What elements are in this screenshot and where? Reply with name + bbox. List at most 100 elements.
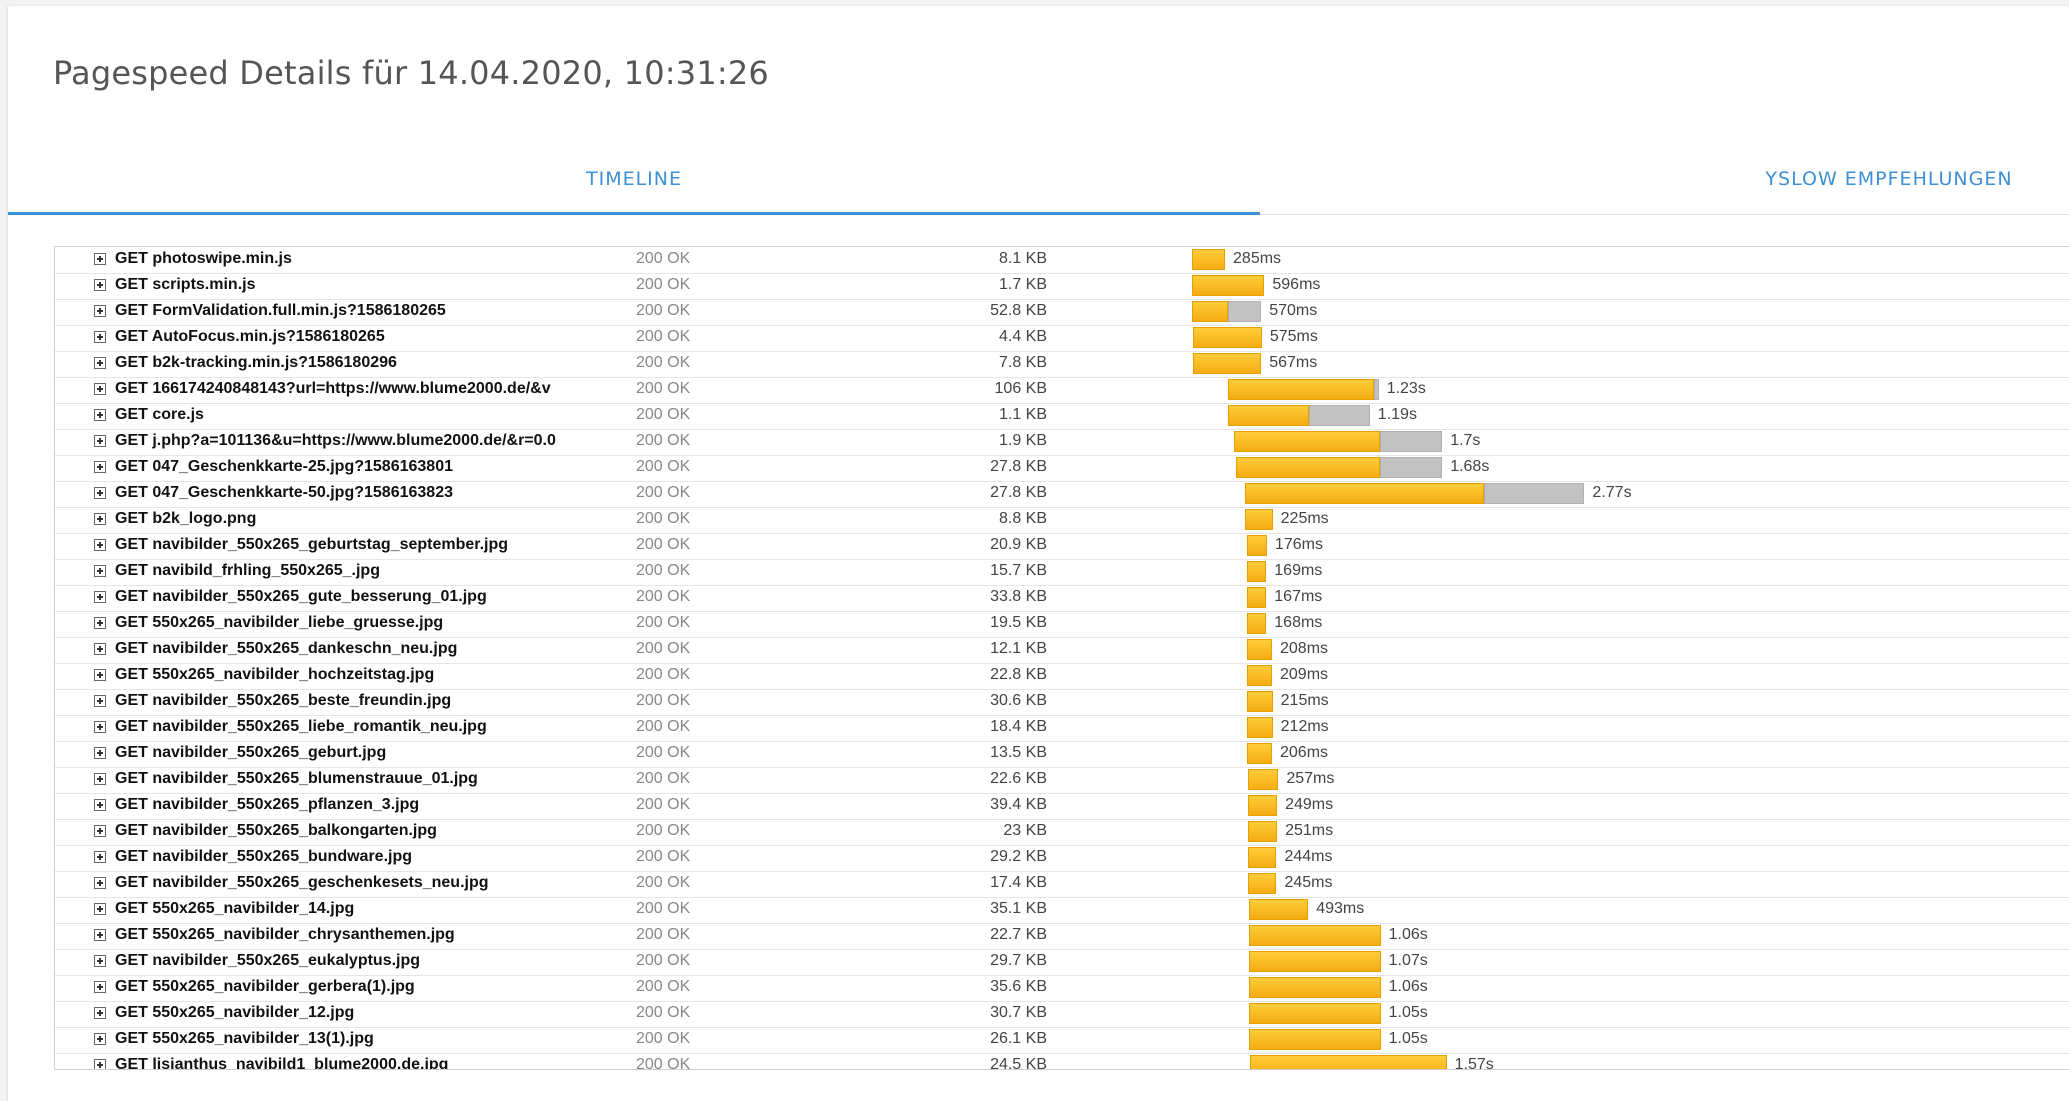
expand-plus-icon[interactable] [94, 383, 106, 395]
table-row[interactable]: GET core.js 200 OK 1.1 KB 1.19s [55, 403, 2069, 430]
timing-bar-wait [1247, 847, 1277, 868]
expand-plus-icon[interactable] [94, 981, 106, 993]
table-row[interactable]: GET navibilder_550x265_geschenkesets_neu… [55, 871, 2069, 898]
table-row[interactable]: GET 550x265_navibilder_chrysanthemen.jpg… [55, 923, 2069, 950]
timing-bar-wait [1247, 717, 1273, 738]
expand-plus-icon[interactable] [94, 513, 106, 525]
expand-plus-icon[interactable] [94, 1059, 106, 1069]
table-row[interactable]: GET b2k_logo.png 200 OK 8.8 KB 225ms [55, 507, 2069, 534]
expand-plus-icon[interactable] [94, 851, 106, 863]
expand-plus-icon[interactable] [94, 669, 106, 681]
request-status: 200 OK [636, 614, 691, 631]
timing-bar-wait [1247, 665, 1272, 686]
table-row[interactable]: GET navibilder_550x265_pflanzen_3.jpg 200… [55, 793, 2069, 820]
request-size: 35.1 KB [990, 900, 1047, 917]
expand-plus-icon[interactable] [94, 591, 106, 603]
timing-bar-wait [1249, 1003, 1381, 1024]
table-row[interactable]: GET navibilder_550x265_gute_besserung_01… [55, 585, 2069, 612]
request-url: GET navibild_frhling_550x265_.jpg [115, 562, 380, 579]
tab-timeline[interactable]: TIMELINE [8, 146, 1260, 215]
table-row[interactable]: GET navibilder_550x265_balkongarten.jpg 2… [55, 819, 2069, 846]
request-status: 200 OK [636, 952, 691, 969]
table-row[interactable]: GET 047_Geschenkkarte-50.jpg?1586163823 2… [55, 481, 2069, 508]
request-duration: 1.05s [1388, 1004, 1428, 1021]
expand-plus-icon[interactable] [94, 487, 106, 499]
table-row[interactable]: GET 550x265_navibilder_13(1).jpg 200 OK 26… [55, 1027, 2069, 1054]
expand-plus-icon[interactable] [94, 773, 106, 785]
expand-plus-icon[interactable] [94, 617, 106, 629]
timing-bar-wait [1248, 899, 1309, 920]
page-title: Pagespeed Details für 14.04.2020, 10:31:… [53, 54, 769, 92]
expand-plus-icon[interactable] [94, 1033, 106, 1045]
table-row[interactable]: GET AutoFocus.min.js?1586180265 200 OK 4.4… [55, 325, 2069, 352]
table-row[interactable]: GET 550x265_navibilder_14.jpg 200 OK 35.1 … [55, 897, 2069, 924]
request-url: GET navibilder_550x265_dankeschn_neu.jpg [115, 640, 458, 657]
request-size: 39.4 KB [990, 796, 1047, 813]
table-row[interactable]: GET b2k-tracking.min.js?1586180296 200 OK… [55, 351, 2069, 378]
timing-bar-receive [1484, 483, 1585, 504]
request-size: 1.1 KB [998, 406, 1047, 423]
expand-plus-icon[interactable] [94, 539, 106, 551]
expand-plus-icon[interactable] [94, 305, 106, 317]
request-size: 17.4 KB [990, 874, 1047, 891]
table-row[interactable]: GET 550x265_navibilder_12.jpg 200 OK 30.7 … [55, 1001, 2069, 1028]
table-row[interactable]: GET FormValidation.full.min.js?158618026… [55, 299, 2069, 326]
expand-plus-icon[interactable] [94, 799, 106, 811]
expand-plus-icon[interactable] [94, 825, 106, 837]
timing-bar-wait [1192, 301, 1228, 322]
request-size: 27.8 KB [990, 484, 1047, 501]
table-row[interactable]: GET navibilder_550x265_beste_freundin.jp… [55, 689, 2069, 716]
expand-plus-icon[interactable] [94, 747, 106, 759]
table-row[interactable]: GET navibilder_550x265_liebe_romantik_ne… [55, 715, 2069, 742]
request-size: 20.9 KB [990, 536, 1047, 553]
request-duration: 1.68s [1450, 458, 1490, 475]
table-row[interactable]: GET navibilder_550x265_eukalyptus.jpg 200… [55, 949, 2069, 976]
tab-bar: TIMELINE YSLOW EMPFEHLUNGEN [8, 146, 2069, 215]
request-size: 19.5 KB [990, 614, 1047, 631]
timing-bar-wait [1246, 561, 1267, 582]
table-row[interactable]: GET 047_Geschenkkarte-25.jpg?1586163801 2… [55, 455, 2069, 482]
expand-plus-icon[interactable] [94, 565, 106, 577]
table-row[interactable]: GET navibilder_550x265_bundware.jpg 200 O… [55, 845, 2069, 872]
expand-plus-icon[interactable] [94, 357, 106, 369]
expand-plus-icon[interactable] [94, 903, 106, 915]
request-duration: 1.23s [1386, 380, 1426, 397]
request-url: GET b2k_logo.png [115, 510, 257, 527]
request-size: 12.1 KB [990, 640, 1047, 657]
table-row[interactable]: GET navibilder_550x265_dankeschn_neu.jpg… [55, 637, 2069, 664]
request-url: GET 550x265_navibilder_gerbera(1).jpg [115, 978, 415, 995]
table-row[interactable]: GET photoswipe.min.js 200 OK 8.1 KB 285ms [55, 247, 2069, 274]
table-row[interactable]: GET scripts.min.js 200 OK 1.7 KB 596ms [55, 273, 2069, 300]
table-row[interactable]: GET 550x265_navibilder_liebe_gruesse.jpg… [55, 611, 2069, 638]
expand-plus-icon[interactable] [94, 409, 106, 421]
request-url: GET 550x265_navibilder_13(1).jpg [115, 1030, 374, 1047]
table-row[interactable]: GET navibilder_550x265_geburt.jpg 200 OK 1… [55, 741, 2069, 768]
expand-plus-icon[interactable] [94, 721, 106, 733]
expand-plus-icon[interactable] [94, 279, 106, 291]
table-row[interactable]: GET navibilder_550x265_blumenstrauue_01.… [55, 767, 2069, 794]
request-duration: 1.06s [1388, 978, 1428, 995]
expand-plus-icon[interactable] [94, 1007, 106, 1019]
table-row[interactable]: GET 550x265_navibilder_gerbera(1).jpg 200… [55, 975, 2069, 1002]
expand-plus-icon[interactable] [94, 877, 106, 889]
tab-yslow-empfehlungen[interactable]: YSLOW EMPFEHLUNGEN [1765, 168, 2013, 190]
expand-plus-icon[interactable] [94, 955, 106, 967]
table-row[interactable]: GET navibilder_550x265_geburtstag_septem… [55, 533, 2069, 560]
request-url: GET b2k-tracking.min.js?1586180296 [115, 354, 397, 371]
expand-plus-icon[interactable] [94, 461, 106, 473]
expand-plus-icon[interactable] [94, 331, 106, 343]
request-status: 200 OK [636, 484, 691, 501]
expand-plus-icon[interactable] [94, 695, 106, 707]
request-size: 4.4 KB [998, 328, 1047, 345]
table-row[interactable]: GET navibild_frhling_550x265_.jpg 200 OK 1… [55, 559, 2069, 586]
expand-plus-icon[interactable] [94, 643, 106, 655]
table-row[interactable]: GET 550x265_navibilder_hochzeitstag.jpg 2… [55, 663, 2069, 690]
expand-plus-icon[interactable] [94, 435, 106, 447]
expand-plus-icon[interactable] [94, 253, 106, 265]
timing-bar-wait [1249, 1029, 1381, 1050]
request-duration: 169ms [1274, 562, 1323, 579]
table-row[interactable]: GET j.php?a=101136&u=https://www.blume20… [55, 429, 2069, 456]
table-row[interactable]: GET lisianthus_navibild1_blume2000.de.jp… [55, 1053, 2069, 1069]
table-row[interactable]: GET 166174240848143?url=https://www.blum… [55, 377, 2069, 404]
expand-plus-icon[interactable] [94, 929, 106, 941]
